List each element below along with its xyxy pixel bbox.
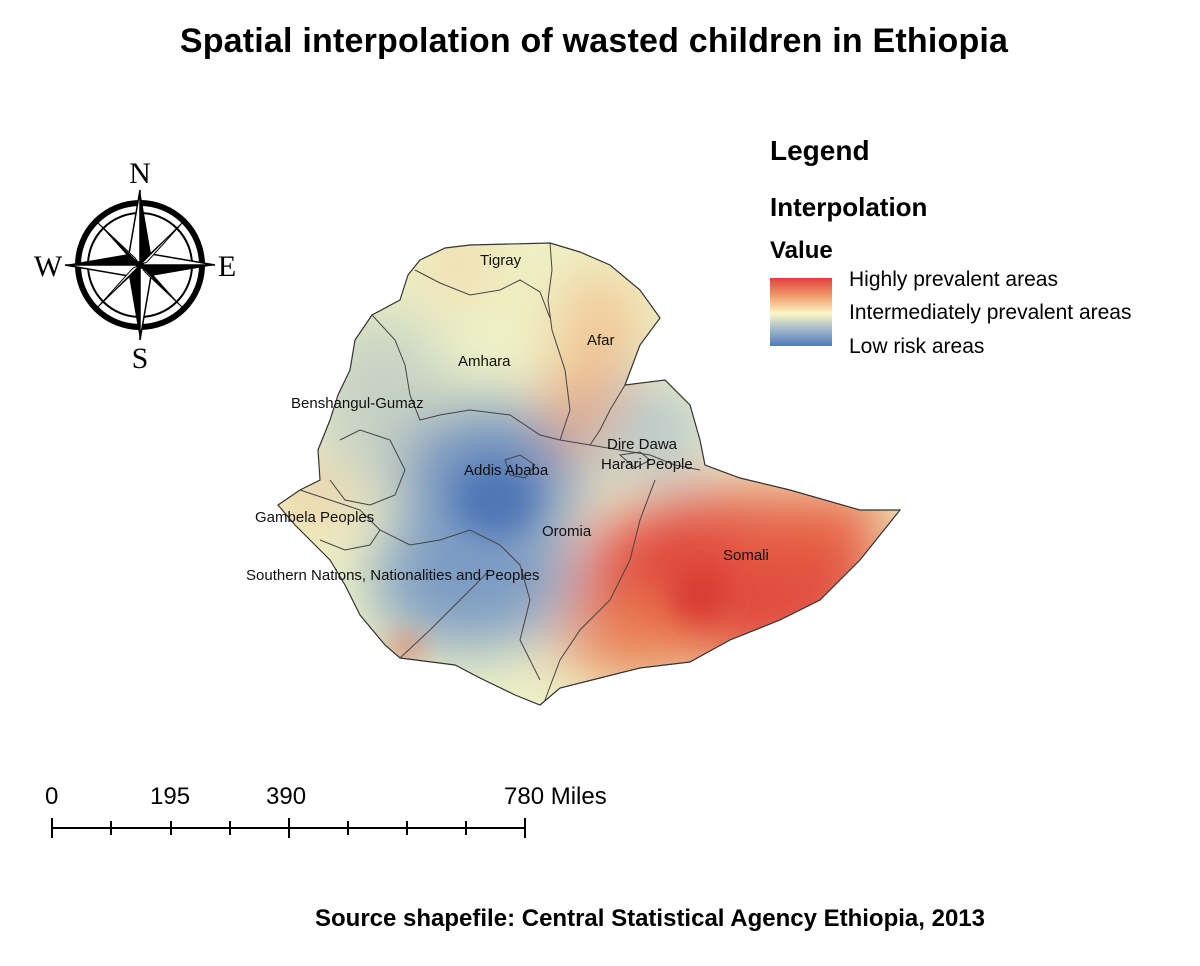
compass-east-label: E	[218, 250, 236, 283]
legend-subtitle: Interpolation	[770, 192, 928, 222]
region-label-afar: Afar	[587, 332, 615, 349]
region-label-benshangul: Benshangul-Gumaz	[291, 395, 424, 412]
compass-north-label: N	[129, 157, 151, 190]
scale-label-390: 390	[266, 783, 307, 810]
region-label-tigray: Tigray	[480, 252, 522, 269]
map-title: Spatial interpolation of wasted children…	[179, 22, 1009, 60]
region-label-amhara: Amhara	[458, 353, 511, 370]
legend-item-intermediate: Intermediately prevalent areas	[849, 301, 1132, 324]
region-label-snnp: Southern Nations, Nationalities and Peop…	[246, 567, 540, 584]
scale-label-780: 780 Miles	[504, 783, 607, 810]
compass-south-label: S	[132, 342, 149, 375]
compass-rose-icon	[64, 189, 216, 341]
legend-title: Legend	[770, 135, 870, 166]
region-label-gambela: Gambela Peoples	[255, 509, 374, 526]
region-boundaries	[299, 242, 701, 701]
compass-west-label: W	[34, 250, 63, 283]
region-label-addis-ababa: Addis Ababa	[464, 462, 549, 479]
region-label-dire-dawa: Dire Dawa	[607, 436, 678, 453]
region-label-somali: Somali	[723, 547, 769, 564]
legend-item-high: Highly prevalent areas	[849, 268, 1058, 291]
region-label-harari: Harari People	[601, 456, 693, 473]
scale-label-195: 195	[150, 783, 191, 810]
legend-color-ramp	[770, 278, 832, 346]
source-note: Source shapefile: Central Statistical Ag…	[315, 905, 985, 932]
legend-field: Value	[770, 237, 833, 264]
region-label-oromia: Oromia	[542, 523, 592, 540]
scale-bar	[51, 818, 526, 838]
scale-label-0: 0	[45, 783, 59, 810]
ethiopia-outline	[277, 242, 902, 706]
legend-item-low: Low risk areas	[849, 335, 985, 358]
